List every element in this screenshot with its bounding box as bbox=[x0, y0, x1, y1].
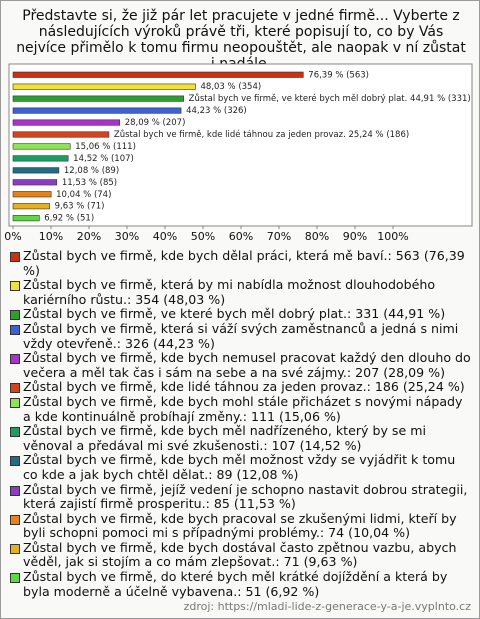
source: zdroj: https://mladi-lide-z-generace-y-a… bbox=[183, 600, 471, 613]
x-tick-label: 90% bbox=[343, 230, 367, 243]
value-label: Zůstal bych ve firmě, ve které bych měl … bbox=[189, 93, 471, 104]
legend-item: Zůstal bych ve firmě, kde bych dělal prá… bbox=[9, 248, 471, 278]
legend-label: Zůstal bych ve firmě, která by mi nabídl… bbox=[23, 277, 436, 307]
legend-label: Zůstal bych ve firmě, jejíž vedení je sc… bbox=[23, 481, 468, 512]
legend-item: Zůstal bych ve firmě, kde bych dostával … bbox=[9, 539, 471, 570]
value-label: 12,08 % (89) bbox=[64, 166, 119, 176]
legend-swatch bbox=[10, 354, 20, 365]
value-label: 14,52 % (107) bbox=[73, 154, 134, 164]
x-tick-label: 40% bbox=[153, 230, 177, 243]
legend-item: Zůstal bych ve firmě, kde bych nemusel p… bbox=[9, 350, 471, 380]
bar bbox=[12, 203, 50, 210]
x-tick-label: 30% bbox=[115, 230, 139, 243]
bar bbox=[12, 71, 304, 78]
bar bbox=[12, 167, 60, 174]
legend-item: Zůstal bych ve firmě, kde bych měl nadří… bbox=[9, 423, 471, 453]
bar bbox=[12, 179, 58, 186]
bar bbox=[12, 131, 110, 138]
legend-label: Zůstal bych ve firmě, která si váží svýc… bbox=[23, 320, 459, 351]
x-tick-label: 80% bbox=[305, 230, 329, 243]
legend-label: Zůstal bych ve firmě, do které bych měl … bbox=[23, 569, 448, 599]
legend-label: Zůstal bych ve firmě, kde bych měl možno… bbox=[23, 452, 456, 482]
bar bbox=[12, 119, 121, 126]
legend-label: Zůstal bych ve firmě, kde bych dělal prá… bbox=[23, 248, 465, 278]
value-label: 48,03 % (354) bbox=[201, 82, 262, 92]
value-label: 15,06 % (111) bbox=[75, 142, 136, 152]
x-tick-label: 100% bbox=[377, 230, 408, 243]
legend-label: Zůstal bych ve firmě, kde bych měl nadří… bbox=[23, 423, 427, 453]
bar bbox=[12, 143, 71, 150]
legend-swatch bbox=[10, 456, 20, 467]
legend-item: Zůstal bych ve firmě, která si váží svýc… bbox=[9, 320, 471, 351]
legend-label: Zůstal bych ve firmě, kde lidé táhnou za… bbox=[23, 379, 465, 395]
value-label: Zůstal bych ve firmě, kde lidé táhnou za… bbox=[114, 129, 409, 140]
x-tick-label: 60% bbox=[229, 230, 253, 243]
x-tick-label: 10% bbox=[39, 230, 63, 243]
bar bbox=[12, 107, 182, 114]
x-tick-label: 50% bbox=[191, 230, 215, 243]
value-label: 11,53 % (85) bbox=[62, 178, 117, 188]
legend-swatch bbox=[10, 383, 20, 394]
legend: Zůstal bych ve firmě, kde bych dělal prá… bbox=[9, 248, 471, 599]
legend-item: Zůstal bych ve firmě, jejíž vedení je sc… bbox=[9, 481, 471, 512]
x-tick-label: 0% bbox=[4, 230, 21, 243]
legend-item: Zůstal bych ve firmě, kde lidé táhnou za… bbox=[9, 380, 471, 395]
bar bbox=[12, 83, 196, 90]
plot-area bbox=[8, 63, 473, 227]
value-label: 28,09 % (207) bbox=[125, 118, 186, 128]
legend-swatch bbox=[10, 324, 20, 335]
legend-swatch bbox=[10, 397, 20, 408]
legend-swatch bbox=[10, 485, 20, 496]
value-label: 76,39 % (563) bbox=[308, 70, 369, 80]
legend-label: Zůstal bych ve firmě, kde bych dostával … bbox=[23, 539, 457, 570]
legend-label: Zůstal bych ve firmě, kde bych mohl stál… bbox=[23, 393, 463, 424]
bar bbox=[12, 95, 184, 102]
legend-swatch bbox=[10, 427, 20, 438]
bar bbox=[12, 191, 52, 198]
legend-item: Zůstal bych ve firmě, kde bych pracoval … bbox=[9, 510, 471, 541]
bar bbox=[12, 155, 69, 162]
legend-swatch bbox=[10, 514, 20, 525]
bar bbox=[12, 215, 40, 222]
value-label: 44,23 % (326) bbox=[186, 106, 247, 116]
legend-swatch bbox=[10, 573, 20, 584]
legend-item: Zůstal bych ve firmě, která by mi nabídl… bbox=[9, 277, 471, 307]
chart: 0% 10% 20% 30% 40% 50% 60% 70% 80% 90% 100% 76,39 %… bbox=[4, 63, 473, 243]
value-label: 6,92 % (51) bbox=[44, 214, 94, 224]
legend-swatch bbox=[10, 310, 20, 321]
legend-label: Zůstal bych ve firmě, kde bych pracoval … bbox=[23, 510, 457, 541]
x-tick-label: 20% bbox=[77, 230, 101, 243]
value-label: 10,04 % (74) bbox=[56, 190, 111, 200]
legend-item: Zůstal bych ve firmě, kde bych mohl stál… bbox=[9, 393, 471, 424]
legend-item: Zůstal bych ve firmě, ve které bych měl … bbox=[9, 307, 471, 322]
legend-swatch bbox=[10, 252, 20, 262]
x-tick-label: 70% bbox=[267, 230, 291, 243]
legend-item: Zůstal bych ve firmě, kde bych měl možno… bbox=[9, 453, 471, 482]
legend-label: Zůstal bych ve firmě, ve které bych měl … bbox=[23, 306, 446, 322]
legend-item: Zůstal bych ve firmě, do které bych měl … bbox=[9, 569, 471, 599]
value-label: 9,63 % (71) bbox=[55, 202, 105, 212]
legend-swatch bbox=[10, 281, 20, 292]
legend-swatch bbox=[10, 543, 20, 554]
legend-label: Zůstal bych ve firmě, kde bych nemusel p… bbox=[23, 350, 471, 380]
